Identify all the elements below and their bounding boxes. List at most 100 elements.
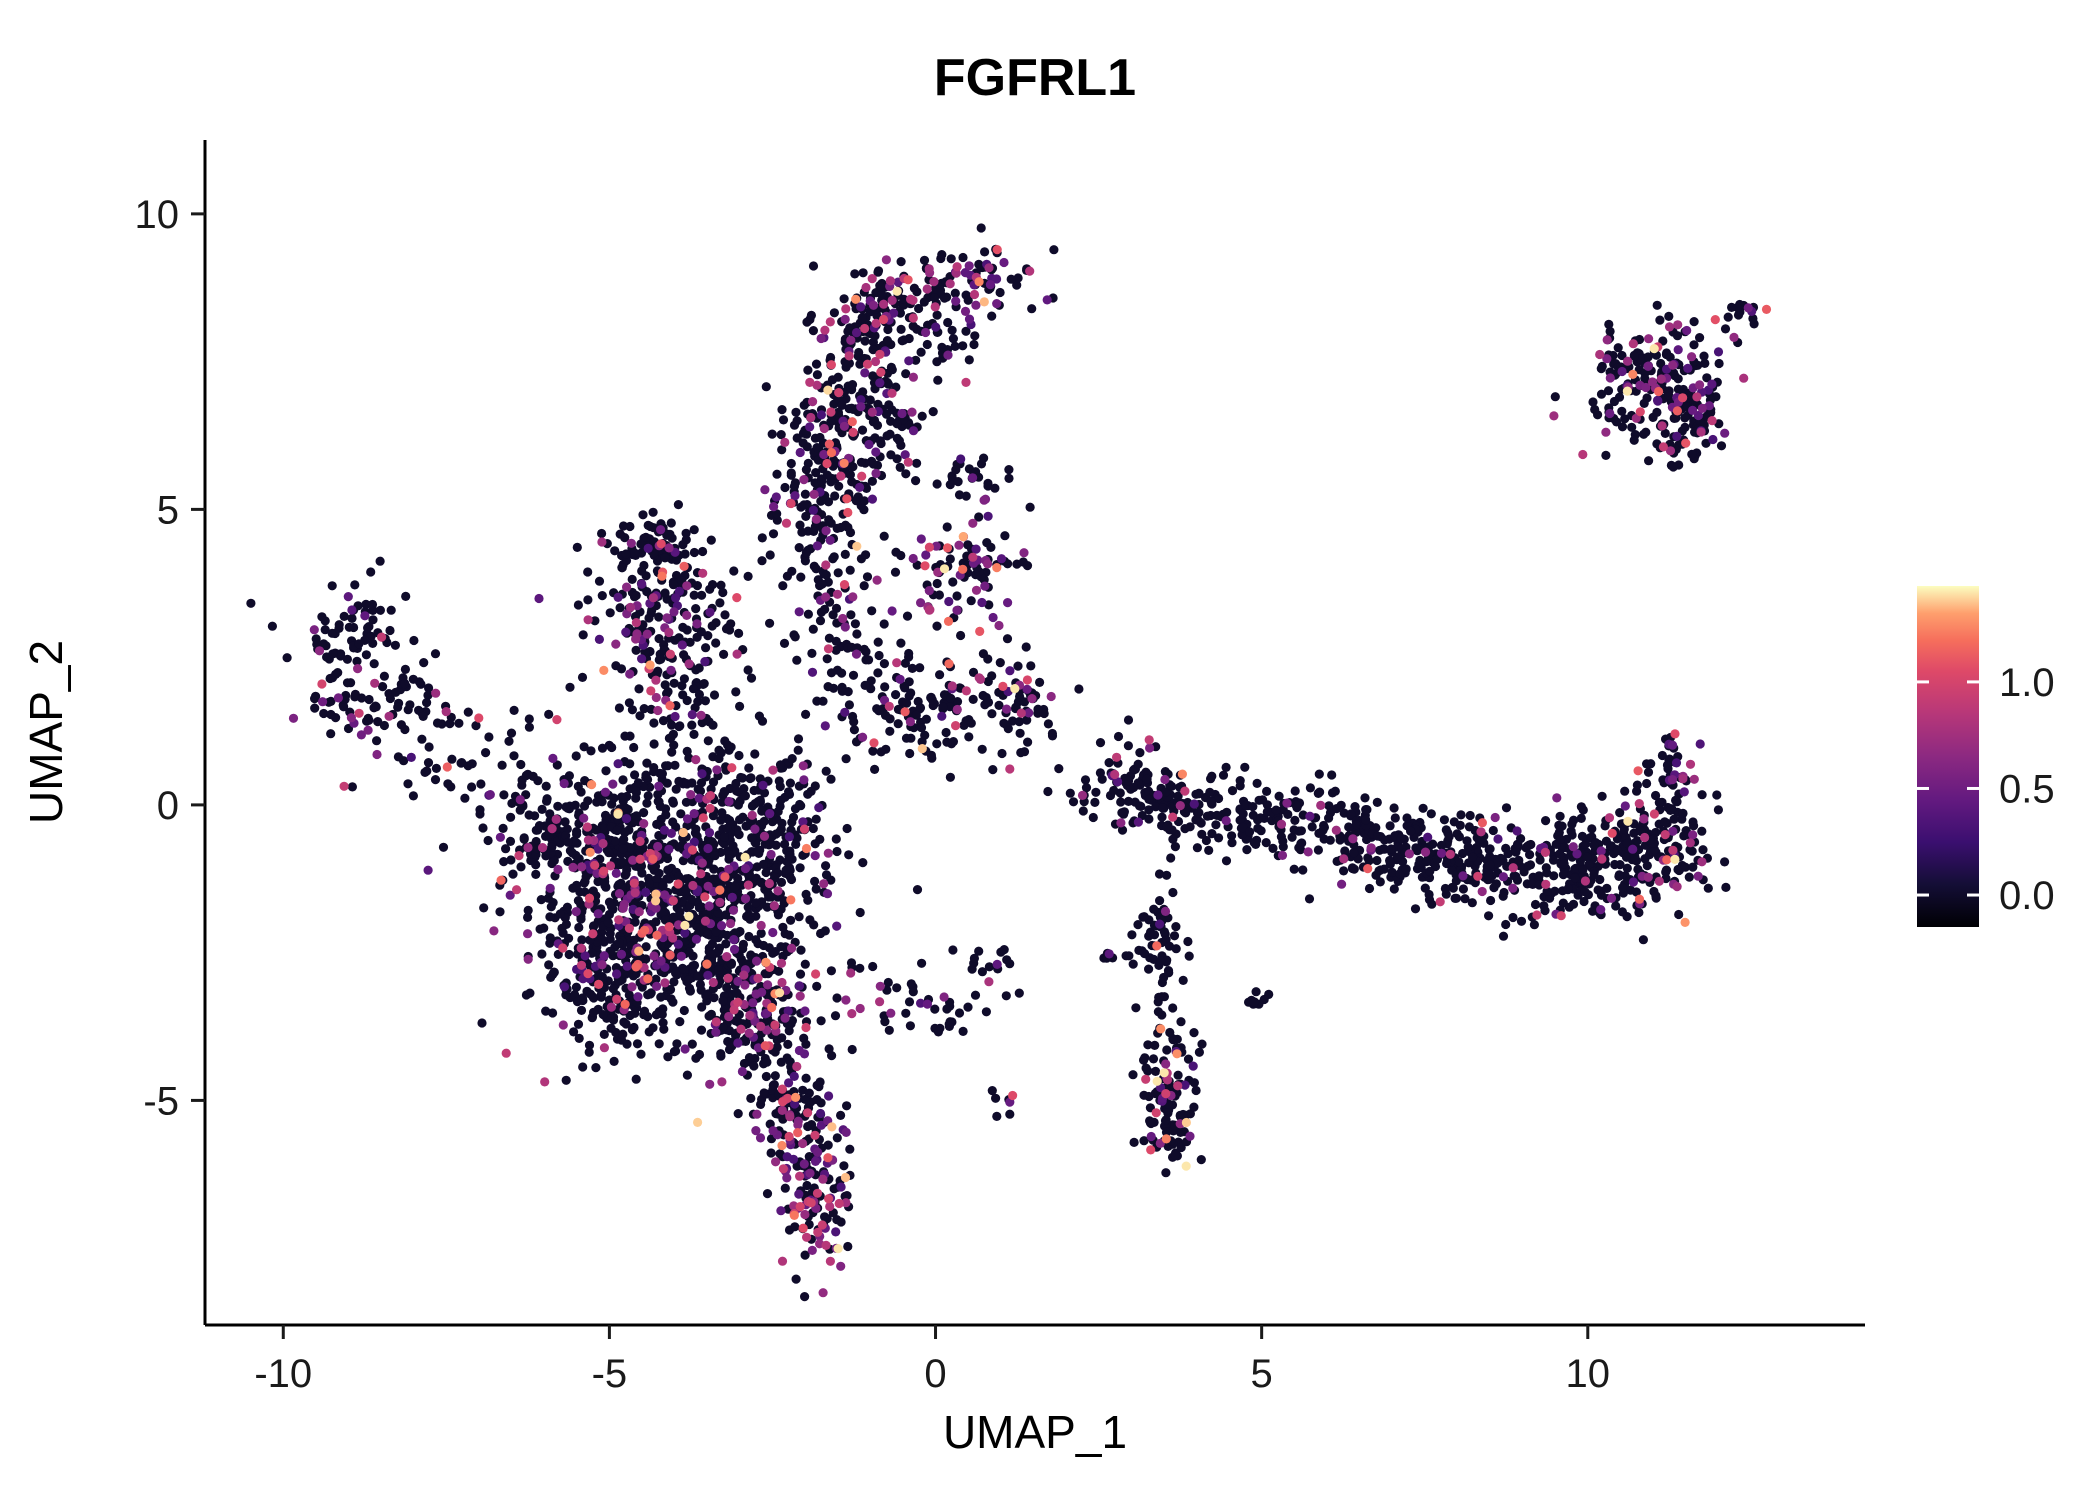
data-point xyxy=(997,748,1007,759)
data-point xyxy=(1579,896,1589,907)
data-point xyxy=(654,797,664,807)
data-point xyxy=(794,912,804,922)
data-point xyxy=(687,710,697,720)
data-point xyxy=(678,540,688,550)
data-point xyxy=(816,410,827,420)
data-point xyxy=(844,850,854,860)
data-point xyxy=(431,763,441,774)
data-point xyxy=(826,407,836,417)
data-point xyxy=(769,901,780,911)
data-point xyxy=(771,1157,781,1167)
data-point xyxy=(1577,831,1587,842)
data-point xyxy=(687,1039,697,1049)
data-point xyxy=(832,846,842,857)
data-point xyxy=(1146,1118,1156,1129)
data-point xyxy=(808,823,818,834)
data-point xyxy=(521,990,532,1000)
data-point xyxy=(687,797,698,807)
data-point xyxy=(695,786,706,796)
data-point xyxy=(1493,858,1503,868)
data-point xyxy=(1623,816,1633,826)
data-point xyxy=(717,1077,727,1087)
data-point xyxy=(668,896,678,906)
data-point xyxy=(968,667,979,678)
data-point xyxy=(310,703,320,713)
data-point xyxy=(553,949,563,960)
data-point xyxy=(836,1261,846,1271)
data-point xyxy=(1490,812,1500,823)
data-point xyxy=(766,1148,776,1158)
data-point xyxy=(570,990,580,1000)
data-point xyxy=(636,1049,646,1059)
data-point xyxy=(887,388,897,398)
data-point xyxy=(786,874,797,885)
data-point xyxy=(393,702,403,712)
data-point xyxy=(1663,389,1674,400)
data-point xyxy=(980,247,990,257)
data-point xyxy=(501,844,511,854)
data-point xyxy=(1168,887,1178,898)
data-point xyxy=(641,942,651,952)
data-point xyxy=(778,1114,788,1124)
data-point xyxy=(770,1071,780,1081)
data-point xyxy=(723,740,733,750)
data-point xyxy=(637,579,647,589)
data-point xyxy=(686,894,697,905)
data-point xyxy=(719,649,729,660)
data-point xyxy=(924,586,934,596)
data-point xyxy=(1588,397,1598,407)
data-point xyxy=(1549,411,1559,421)
data-point xyxy=(806,1198,816,1208)
data-point xyxy=(794,543,804,553)
data-point xyxy=(839,421,850,431)
data-point xyxy=(675,721,685,731)
data-point xyxy=(1652,300,1662,310)
data-point xyxy=(1361,815,1371,825)
data-point xyxy=(631,634,641,644)
data-point xyxy=(832,1133,842,1143)
data-point xyxy=(1672,331,1683,341)
data-point xyxy=(795,520,805,530)
data-point xyxy=(873,668,883,678)
data-point xyxy=(667,747,677,757)
data-point xyxy=(608,779,618,789)
data-point xyxy=(734,628,744,639)
data-point xyxy=(799,824,810,834)
data-point xyxy=(1700,358,1710,368)
data-point xyxy=(704,828,715,838)
data-point xyxy=(790,632,800,642)
data-point xyxy=(874,650,884,661)
data-point xyxy=(1713,347,1724,357)
data-point xyxy=(711,638,721,648)
data-point xyxy=(1337,833,1347,843)
data-point xyxy=(807,667,818,677)
data-point xyxy=(675,907,685,917)
data-point xyxy=(1541,863,1551,873)
data-point xyxy=(1104,758,1114,768)
data-point xyxy=(499,790,509,800)
data-point xyxy=(1571,863,1581,873)
data-point xyxy=(1023,737,1033,747)
data-point xyxy=(943,350,953,360)
data-point xyxy=(737,1066,748,1077)
data-point xyxy=(610,836,620,846)
data-point xyxy=(1654,876,1664,886)
data-point xyxy=(687,720,697,730)
data-point xyxy=(862,359,873,369)
data-point xyxy=(911,355,921,365)
data-point xyxy=(1168,812,1178,822)
data-point xyxy=(1439,815,1449,825)
data-point xyxy=(977,597,987,608)
data-point xyxy=(937,711,947,721)
data-point xyxy=(1019,548,1029,558)
data-point xyxy=(1643,767,1654,777)
data-point xyxy=(739,1058,750,1069)
data-point xyxy=(524,810,534,820)
data-point xyxy=(501,1048,511,1058)
data-point xyxy=(1153,790,1163,800)
data-point xyxy=(851,649,862,659)
data-point xyxy=(1628,339,1638,349)
data-point xyxy=(1597,854,1607,864)
data-point xyxy=(1678,774,1688,784)
data-point xyxy=(1661,867,1671,877)
